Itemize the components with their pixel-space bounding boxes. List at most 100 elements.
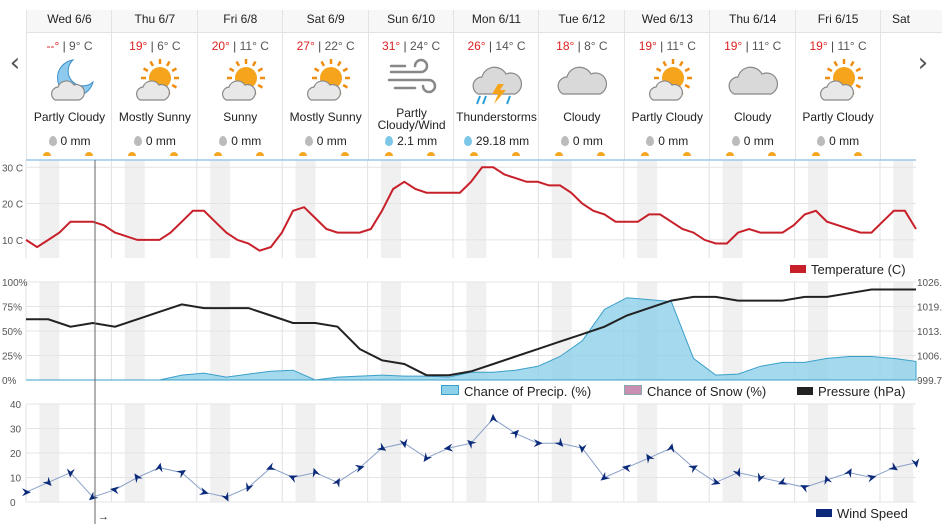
temp-separator: |	[742, 39, 753, 53]
precip-amount: 0 mm	[112, 134, 197, 148]
wind-direction-arrow	[443, 443, 454, 452]
temp-night-band	[210, 160, 231, 258]
temp-night-band	[466, 160, 487, 258]
day-column[interactable]: Wed 6/13 19° | 11° C Partly Cloudy 0 mm	[623, 10, 710, 160]
precip-amount: 0 mm	[796, 134, 881, 148]
temp-night-band	[124, 160, 145, 258]
wind-legend: Wind Speed	[816, 506, 908, 521]
wind-direction-arrow	[376, 442, 387, 451]
day-column[interactable]: Sat	[880, 10, 920, 160]
temp-separator: |	[485, 39, 496, 53]
day-temps: 26° | 14° C	[454, 39, 539, 53]
temperature-legend-swatch	[790, 265, 806, 273]
temperature-legend-label: Temperature (C)	[811, 262, 906, 277]
sun-icon	[130, 56, 180, 106]
raindrop-icon	[817, 136, 826, 146]
day-column[interactable]: Thu 6/7 19° | 6° C Mostly Sunny 0 mm	[111, 10, 196, 160]
pressure-tick-label: 1013.	[917, 327, 942, 338]
condition-label: Partly Cloudy	[802, 110, 874, 124]
low-temp: 6° C	[157, 39, 181, 53]
day-name: Tue 6/12	[558, 12, 606, 26]
day-name: Thu 6/7	[134, 12, 176, 26]
sunrise-sunset-markers	[283, 150, 368, 158]
precip-amount: 0 mm	[539, 134, 624, 148]
precip-tick-label: 100%	[2, 278, 28, 289]
precip-amount: 0 mm	[625, 134, 710, 148]
wind-direction-arrow	[134, 473, 143, 484]
day-column[interactable]: Tue 6/12 18° | 8° C Cloudy 0 mm	[538, 10, 623, 160]
sunrise-icon	[555, 152, 564, 156]
day-name: Fri 6/8	[223, 12, 258, 26]
day-temps: 19° | 6° C	[112, 39, 197, 53]
wind-direction-arrow	[554, 437, 564, 447]
day-column[interactable]: Mon 6/11 26° | 14° C Thunderstorms 29.18 mm	[453, 10, 538, 160]
wind-direction-arrow	[866, 474, 877, 483]
high-temp: 26°	[467, 39, 486, 53]
temp-separator: |	[314, 39, 325, 53]
wind-direction-arrow	[578, 443, 587, 454]
temp-separator: |	[574, 39, 585, 53]
precip-value: 29.18 mm	[475, 134, 530, 148]
raindrop-icon	[646, 136, 655, 146]
raindrop-icon	[304, 136, 313, 146]
day-column[interactable]: Sat 6/9 27° | 22° C Mostly Sunny 0 mm	[282, 10, 367, 160]
high-temp: 31°	[382, 39, 401, 53]
day-column[interactable]: Sun 6/10 31° | 24° C Partly Cloudy/Wind 2.1…	[367, 10, 454, 160]
precip-value: 0 mm	[316, 134, 347, 148]
sunrise-icon	[811, 152, 820, 156]
condition-label: Partly Cloudy	[631, 110, 703, 124]
low-temp: 11° C	[752, 39, 782, 53]
precip-amount: 2.1 mm	[369, 134, 454, 148]
day-name: Wed 6/6	[47, 12, 92, 26]
raindrop-icon	[731, 136, 740, 146]
condition-label: Thunderstorms	[456, 110, 537, 124]
wind-tick-label: 0	[10, 498, 16, 509]
daily-forecast-strip: Wed 6/6 --° | 9° C Partly Cloudy 0 mm Thu 6/…	[26, 10, 916, 160]
sunrise-sunset-markers	[796, 150, 881, 158]
day-column[interactable]: Fri 6/15 19° | 11° C Partly Cloudy 0 mm	[794, 10, 881, 160]
snow-legend: Chance of Snow (%)	[624, 384, 766, 399]
low-temp: 8° C	[584, 39, 608, 53]
sunrise-icon	[299, 152, 308, 156]
day-temps: 19° | 11° C	[710, 39, 795, 53]
sunrise-sunset-markers	[710, 150, 795, 158]
sunset-icon	[512, 152, 520, 156]
wind-direction-arrow	[800, 485, 811, 493]
sunset-icon	[853, 152, 862, 156]
low-temp: 22° C	[324, 39, 355, 53]
condition-label: Mostly Sunny	[289, 110, 362, 124]
day-temps: 19° | 11° C	[796, 39, 881, 53]
high-temp: --°	[46, 39, 60, 53]
wind-direction-arrow	[688, 465, 698, 474]
high-temp: 19°	[724, 39, 743, 53]
precip-chance-area	[26, 297, 917, 381]
wind-direction-arrow	[88, 491, 99, 501]
day-column[interactable]: Fri 6/8 20° | 11° C Sunny 0 mm	[196, 10, 282, 160]
wind-icon	[387, 56, 437, 106]
sunrise-sunset-markers	[454, 150, 539, 158]
wind-direction-arrow	[732, 467, 741, 478]
raindrop-icon	[560, 136, 569, 146]
day-name: Sat 6/9	[306, 12, 345, 26]
condition-label: Sunny	[223, 110, 258, 124]
temp-night-band	[551, 160, 572, 258]
condition-label: Partly Cloudy/Wind	[377, 106, 446, 132]
next-arrow-icon[interactable]: ›	[917, 48, 929, 78]
day-column[interactable]: Wed 6/6 --° | 9° C Partly Cloudy 0 mm	[26, 10, 111, 160]
wind-tick-label: 20	[10, 449, 22, 460]
day-name: Fri 6/15	[817, 12, 859, 26]
temp-night-band	[807, 160, 828, 258]
time-cursor-arrow: →	[98, 511, 109, 523]
high-temp: 20°	[211, 39, 230, 53]
sunrise-sunset-markers	[112, 150, 197, 158]
prev-arrow-icon[interactable]: ‹	[9, 48, 21, 78]
pressure-legend-swatch	[797, 387, 813, 395]
wind-direction-arrow	[399, 438, 408, 449]
temp-separator: |	[59, 39, 70, 53]
sunrise-icon	[128, 152, 137, 156]
wind-tick-label: 30	[10, 425, 22, 436]
temp-separator: |	[400, 39, 410, 53]
sunset-icon	[597, 152, 606, 156]
day-column[interactable]: Thu 6/14 19° | 11° C Cloudy 0 mm	[709, 10, 794, 160]
sun-icon	[216, 56, 266, 106]
